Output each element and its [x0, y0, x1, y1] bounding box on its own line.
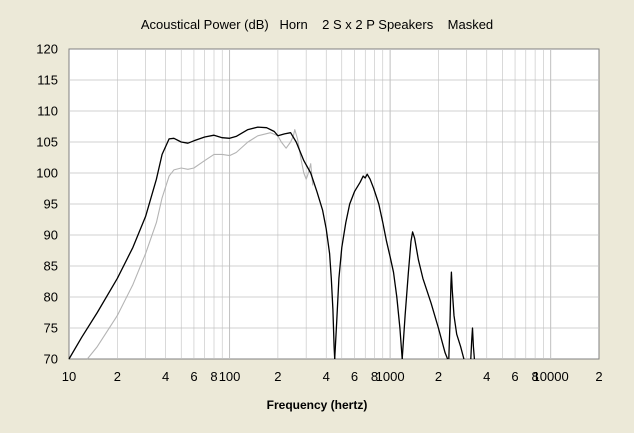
x-tick-label: 10000 — [533, 369, 569, 384]
x-tick-label: 10 — [62, 369, 76, 384]
series-line — [86, 129, 314, 360]
x-tick-label: 8 — [210, 369, 217, 384]
chart-title: Acoustical Power (dB) Horn 2 S x 2 P Spe… — [141, 17, 493, 32]
x-tick-label: 1000 — [376, 369, 405, 384]
y-tick-label: 90 — [44, 228, 58, 243]
y-tick-label: 115 — [37, 73, 58, 88]
x-tick-label: 8 — [371, 369, 378, 384]
x-tick-label: 100 — [219, 369, 241, 384]
series-line — [401, 231, 449, 360]
x-tick-label: 6 — [511, 369, 518, 384]
y-tick-label: 85 — [44, 259, 58, 274]
x-tick-label: 6 — [351, 369, 358, 384]
x-tick-label: 2 — [435, 369, 442, 384]
y-tick-label: 75 — [44, 321, 58, 336]
x-tick-label: 8 — [531, 369, 538, 384]
series-line — [448, 271, 465, 360]
x-tick-label: 2 — [114, 369, 121, 384]
x-tick-label: 4 — [162, 369, 169, 384]
x-tick-label: 2 — [595, 369, 602, 384]
series-line — [68, 126, 336, 360]
x-tick-label: 4 — [323, 369, 330, 384]
grid-lines — [69, 49, 599, 359]
y-tick-label: 80 — [44, 290, 58, 305]
y-tick-label: 120 — [36, 42, 58, 57]
x-tick-label: 6 — [190, 369, 197, 384]
x-tick-label: 4 — [483, 369, 490, 384]
series-line — [334, 173, 403, 360]
x-axis-label: Frequency (hertz) — [267, 398, 368, 412]
y-tick-label: 95 — [44, 197, 58, 212]
series-lines — [68, 126, 476, 360]
y-tick-label: 105 — [36, 135, 58, 150]
y-tick-labels: 70 75 80 85 90 95 100 105 110 115 120 — [36, 42, 58, 367]
x-tick-label: 2 — [274, 369, 281, 384]
y-tick-label: 110 — [37, 104, 58, 119]
series-line — [470, 327, 476, 360]
y-tick-label: 70 — [44, 352, 58, 367]
y-tick-label: 100 — [36, 166, 58, 181]
